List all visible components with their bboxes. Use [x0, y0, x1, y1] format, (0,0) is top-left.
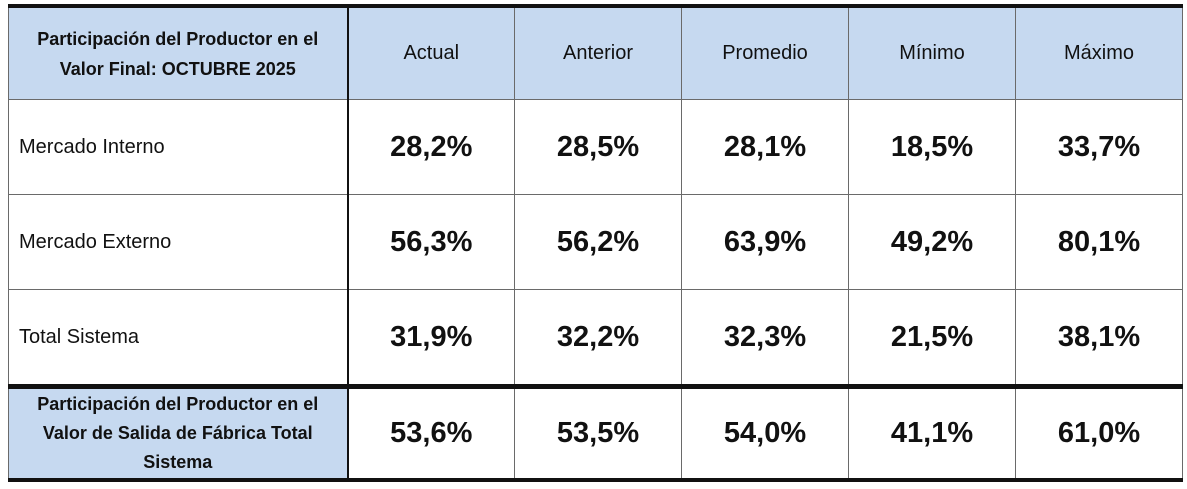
value-cell: 56,3% [347, 194, 515, 290]
column-header: Promedio [681, 4, 849, 100]
value-cell: 28,2% [347, 99, 515, 195]
value-cell: 33,7% [1015, 99, 1183, 195]
value-cell: 53,5% [514, 384, 682, 482]
value-cell: 31,9% [347, 289, 515, 387]
value-cell: 61,0% [1015, 384, 1183, 482]
data-row: Mercado Externo 56,3% 56,2% 63,9% 49,2% 80,1% [8, 194, 1183, 290]
value-cell: 53,6% [347, 384, 515, 482]
column-header: Máximo [1015, 4, 1183, 100]
row-label: Mercado Externo [8, 194, 349, 290]
value-cell: 32,3% [681, 289, 849, 387]
row-label: Participación del Productor en el Valor … [8, 384, 349, 482]
value-cell: 54,0% [681, 384, 849, 482]
value-cell: 41,1% [848, 384, 1016, 482]
value-cell: 32,2% [514, 289, 682, 387]
value-cell: 21,5% [848, 289, 1016, 387]
value-cell: 49,2% [848, 194, 1016, 290]
data-row: Mercado Interno 28,2% 28,5% 28,1% 18,5% 33,7% [8, 99, 1183, 195]
table-body: Participación del Productor en el Valor … [8, 4, 1183, 482]
column-header: Actual [347, 4, 515, 100]
participation-table: Participación del Productor en el Valor … [8, 4, 1183, 482]
value-cell: 38,1% [1015, 289, 1183, 387]
column-header: Anterior [514, 4, 682, 100]
row-label: Mercado Interno [8, 99, 349, 195]
column-header: Mínimo [848, 4, 1016, 100]
value-cell: 63,9% [681, 194, 849, 290]
value-cell: 28,5% [514, 99, 682, 195]
row-label: Total Sistema [8, 289, 349, 387]
header-row: Participación del Productor en el Valor … [8, 4, 1183, 100]
value-cell: 28,1% [681, 99, 849, 195]
data-row: Total Sistema 31,9% 32,2% 32,3% 21,5% 38,1% [8, 289, 1183, 387]
header-label: Participación del Productor en el Valor … [8, 4, 349, 100]
data-row: Participación del Productor en el Valor … [8, 384, 1183, 482]
value-cell: 56,2% [514, 194, 682, 290]
value-cell: 80,1% [1015, 194, 1183, 290]
value-cell: 18,5% [848, 99, 1016, 195]
